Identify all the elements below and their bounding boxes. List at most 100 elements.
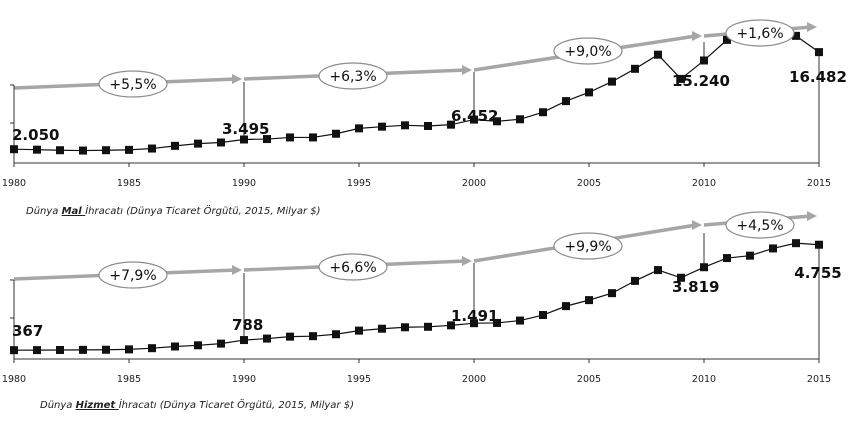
data-point <box>585 296 593 305</box>
x-tick-label: 1985 <box>117 374 141 385</box>
data-point <box>677 74 685 83</box>
x-tick-label: 1980 <box>2 178 26 189</box>
growth-rate-label: +9,0% <box>564 44 611 60</box>
data-point <box>10 346 18 355</box>
growth-arrow-head <box>232 74 242 84</box>
data-point <box>309 332 317 341</box>
data-point <box>654 266 662 275</box>
chart-caption: Dünya Hizmet İhracatı (Dünya Ticaret Örg… <box>40 398 354 411</box>
x-tick-label: 1985 <box>117 178 141 189</box>
data-point <box>447 321 455 330</box>
data-label: 367 <box>12 322 43 340</box>
growth-rate-label: +7,9% <box>109 268 156 284</box>
x-tick-label: 1980 <box>2 374 26 385</box>
data-point <box>723 35 731 44</box>
x-tick-label: 2010 <box>692 178 716 189</box>
data-point <box>309 133 317 142</box>
growth-rate-label: +6,3% <box>329 69 376 85</box>
growth-arrow-head <box>807 211 817 221</box>
growth-rate-badge <box>318 62 388 90</box>
data-point <box>217 339 225 348</box>
data-point <box>424 122 432 130</box>
data-point <box>470 115 478 124</box>
data-point <box>148 344 156 353</box>
data-point <box>631 64 639 73</box>
growth-arrow-head <box>692 220 702 230</box>
data-point <box>355 326 363 335</box>
x-tick-label: 2015 <box>807 374 831 385</box>
data-point <box>171 141 179 150</box>
x-tick-label: 1990 <box>232 374 256 385</box>
data-point <box>240 336 248 345</box>
data-point <box>608 77 616 86</box>
data-point <box>539 311 547 320</box>
x-tick-label: 2000 <box>462 374 486 385</box>
data-point <box>585 88 593 97</box>
data-point <box>378 324 386 333</box>
x-tick-label: 2015 <box>807 178 831 189</box>
data-point <box>769 244 777 253</box>
data-point <box>171 342 179 351</box>
data-point <box>815 240 823 249</box>
x-tick-label: 2010 <box>692 374 716 385</box>
data-point <box>102 146 110 155</box>
data-point <box>493 117 501 126</box>
data-point <box>263 135 271 144</box>
data-label: 16.482 <box>789 68 847 86</box>
x-tick-label: 1995 <box>347 178 371 189</box>
data-point <box>792 31 800 40</box>
data-point <box>10 145 18 154</box>
data-point <box>102 345 110 354</box>
growth-arrow-head <box>807 22 817 32</box>
x-tick-label: 1995 <box>347 374 371 385</box>
data-point <box>516 316 524 325</box>
growth-rate-badge <box>725 19 795 47</box>
data-point <box>677 273 685 282</box>
data-point <box>217 138 225 147</box>
data-point <box>631 276 639 285</box>
data-point <box>401 323 409 332</box>
data-point <box>723 254 731 263</box>
data-point <box>447 120 455 129</box>
data-label: 15.240 <box>672 72 730 90</box>
chart-caption: Dünya Mal İhracatı (Dünya Ticaret Örgütü… <box>26 204 321 217</box>
data-point <box>286 133 294 142</box>
data-point <box>378 122 386 131</box>
data-point <box>79 146 87 155</box>
x-tick-label: 1990 <box>232 178 256 189</box>
growth-arrow-head <box>462 65 472 75</box>
data-point <box>286 332 294 341</box>
data-point <box>33 346 41 355</box>
data-point <box>493 318 501 327</box>
hizmet-ihracati-chart: Dünya Hizmet İhracatı (Dünya Ticaret Örg… <box>2 211 842 411</box>
data-point <box>125 145 133 154</box>
data-point <box>746 251 754 260</box>
x-tick-label: 2005 <box>577 178 601 189</box>
data-point <box>654 50 662 59</box>
growth-rate-badge <box>553 232 623 260</box>
data-point <box>194 341 202 350</box>
data-label: 6.452 <box>451 107 498 125</box>
data-label: 3.495 <box>222 120 269 138</box>
mal-ihracati-chart: Dünya Mal İhracatı (Dünya Ticaret Örgütü… <box>2 19 847 217</box>
data-point <box>608 289 616 298</box>
data-point <box>815 48 823 57</box>
data-point <box>56 146 64 155</box>
x-tick-label: 2005 <box>577 374 601 385</box>
data-point <box>194 139 202 148</box>
growth-rate-badge <box>318 253 388 281</box>
data-point <box>792 239 800 248</box>
data-point <box>516 115 524 124</box>
growth-rate-label: +5,5% <box>109 77 156 93</box>
data-label: 1.491 <box>451 307 498 325</box>
data-point <box>240 135 248 144</box>
data-point <box>33 145 41 154</box>
data-point <box>562 97 570 106</box>
data-point <box>562 302 570 311</box>
data-point <box>332 330 340 339</box>
growth-rate-label: +9,9% <box>564 239 611 255</box>
data-point <box>125 345 133 354</box>
growth-arrow-head <box>232 265 242 275</box>
data-point <box>148 144 156 153</box>
